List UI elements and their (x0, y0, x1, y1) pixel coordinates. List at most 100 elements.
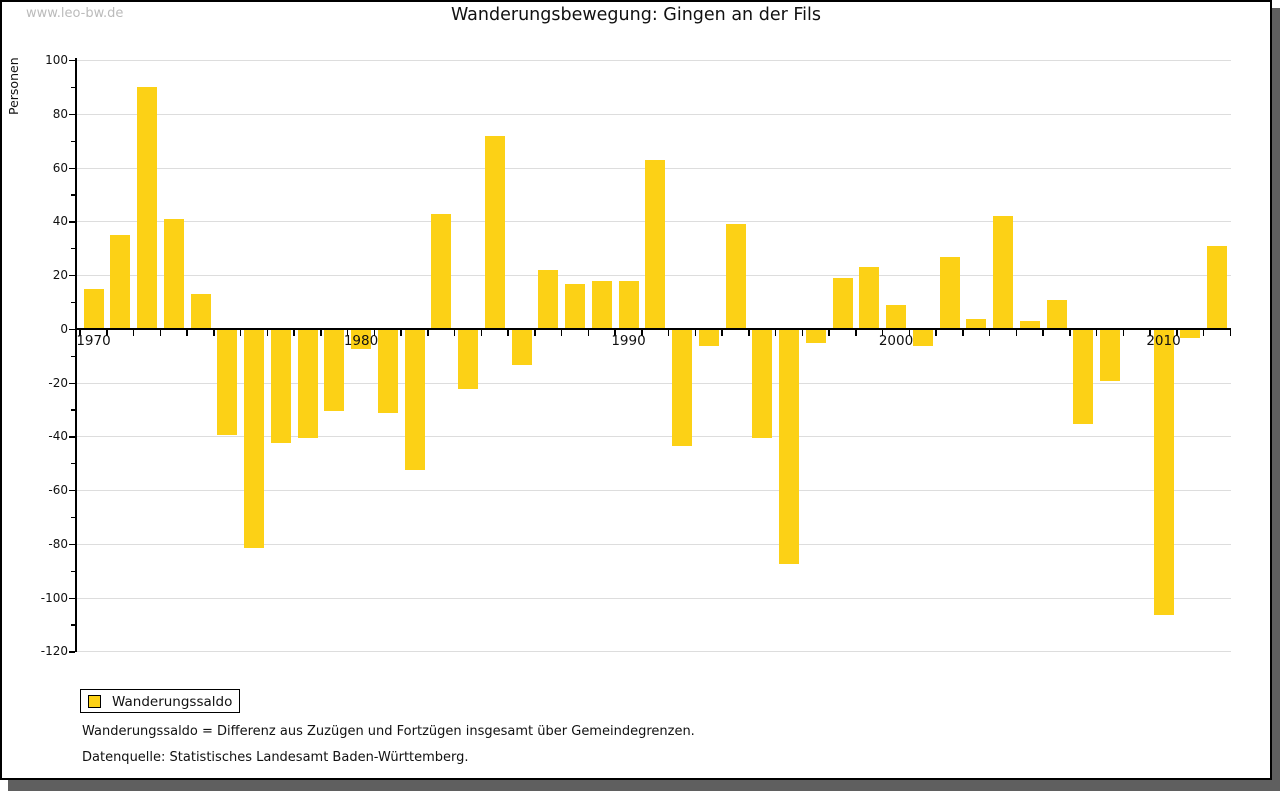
bar-1972 (137, 87, 157, 330)
gridline--120 (76, 651, 1231, 653)
x-tick (534, 330, 536, 336)
bar-2000 (886, 305, 906, 330)
footnote-definition: Wanderungssaldo = Differenz aus Zuzügen … (82, 724, 695, 739)
y-tick-label--120: -120 (40, 644, 68, 659)
x-tick (480, 330, 483, 336)
bar-1984 (458, 330, 478, 390)
x-tick (828, 330, 830, 336)
y-tick-label--100: -100 (40, 590, 68, 605)
gridline--100 (76, 597, 1231, 599)
y-minor-tick--10 (71, 355, 75, 357)
y-tick-label-100: 100 (45, 53, 68, 67)
x-tick (855, 330, 857, 336)
y-minor-tick-90 (71, 86, 75, 89)
x-axis (76, 328, 1231, 330)
x-tick (453, 330, 456, 336)
y-tick--40 (69, 436, 75, 438)
legend: Wanderungssaldo (80, 689, 240, 713)
x-tick (721, 330, 723, 336)
x-tick (587, 330, 590, 336)
bar-1988 (565, 283, 585, 330)
bar-1973 (163, 219, 184, 330)
x-tick (988, 330, 991, 336)
gridline--60 (76, 490, 1231, 491)
x-tick (400, 330, 402, 336)
x-tick (346, 330, 349, 336)
x-tick (239, 330, 242, 336)
y-tick-label-20: 20 (52, 268, 68, 282)
x-tick-label-2010: 2010 (1146, 332, 1181, 349)
x-tick (320, 330, 322, 336)
bar-1975 (217, 330, 238, 435)
x-tick (881, 330, 884, 336)
bar-2003 (966, 318, 987, 330)
x-tick (159, 330, 162, 336)
x-tick (293, 330, 295, 336)
bar-1980 (351, 330, 371, 349)
gridline--40 (76, 436, 1231, 438)
bar-2004 (993, 216, 1013, 330)
x-tick (132, 330, 135, 336)
frame-shadow-bottom (8, 780, 1280, 791)
y-tick--20 (69, 382, 75, 384)
y-minor-tick--30 (71, 409, 75, 411)
bar-2011 (1180, 330, 1201, 339)
y-tick--80 (69, 543, 75, 546)
x-tick (667, 330, 670, 336)
bar-1999 (859, 267, 880, 330)
bar-1986 (511, 330, 532, 365)
bar-2007 (1073, 330, 1094, 425)
x-tick (213, 330, 215, 336)
y-axis (75, 58, 77, 652)
x-tick (186, 330, 188, 336)
bar-1974 (190, 294, 211, 330)
gridline-80 (76, 113, 1231, 115)
legend-swatch-icon (88, 695, 101, 708)
frame-shadow-right (1272, 8, 1280, 791)
chart-frame (0, 0, 1272, 780)
y-tick-60 (69, 167, 75, 169)
x-tick-label-1990: 1990 (611, 332, 646, 349)
y-minor-tick-50 (71, 194, 75, 196)
x-tick (1095, 330, 1098, 336)
y-tick--120 (69, 651, 75, 653)
legend-label: Wanderungssaldo (112, 694, 233, 710)
x-tick (266, 330, 269, 336)
gridline--80 (76, 543, 1231, 545)
bar-1995 (752, 330, 773, 438)
x-tick-label-1970: 1970 (76, 332, 111, 349)
x-tick (774, 330, 777, 336)
x-tick (507, 330, 509, 336)
x-tick (1149, 330, 1151, 336)
bar-chart: 100 80 60 40 20 0 -20 -40 -60 -80 -100 -120 1970 1980… (40, 53, 1232, 659)
x-tick-label-1980: 1980 (343, 332, 379, 349)
y-tick-label-80: 80 (52, 106, 68, 121)
gridline--20 (76, 382, 1231, 384)
bar-1981 (377, 330, 398, 414)
x-tick (106, 330, 108, 336)
x-tick (1015, 330, 1018, 336)
bar-1976 (244, 330, 264, 548)
x-tick (962, 330, 964, 336)
y-tick-40 (69, 221, 75, 223)
x-tick (748, 330, 750, 336)
y-tick-20 (69, 275, 75, 277)
bar-2008 (1100, 330, 1120, 382)
x-tick (801, 330, 804, 336)
x-tick-label-2000: 2000 (878, 332, 914, 349)
bar-1970 (83, 288, 104, 330)
bar-1997 (805, 330, 826, 344)
watermark: www.leo-bw.de (26, 6, 124, 21)
footnote-source: Datenquelle: Statistisches Landesamt Bad… (82, 750, 469, 765)
y-tick-label--80: -80 (48, 536, 68, 551)
bar-2001 (912, 330, 933, 347)
x-tick (560, 330, 563, 336)
y-minor-tick-10 (71, 301, 75, 304)
bar-1979 (324, 330, 345, 411)
bar-1983 (431, 213, 452, 330)
x-tick (694, 330, 697, 336)
y-minor-tick-70 (71, 140, 75, 142)
x-tick (1176, 330, 1178, 336)
bar-2006 (1046, 299, 1067, 330)
